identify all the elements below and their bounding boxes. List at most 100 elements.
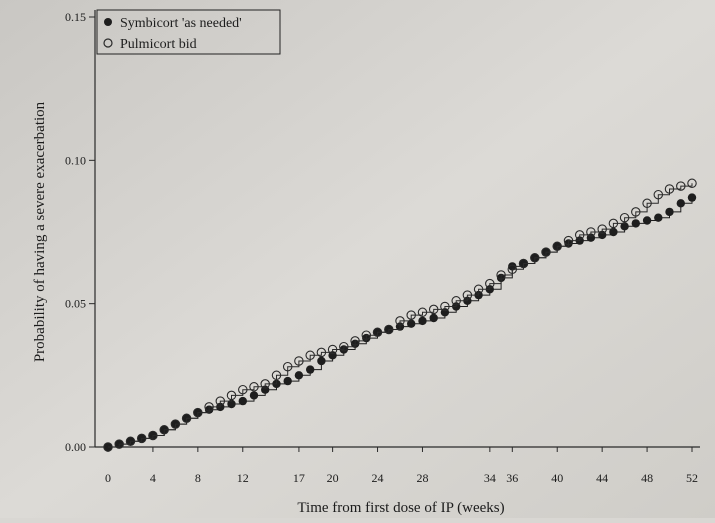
data-point-series-2 (417, 307, 428, 318)
data-point-series-2 (316, 347, 327, 358)
x-tick-label: 4 (150, 471, 156, 485)
data-point-series-1 (418, 316, 427, 326)
data-point-series-2 (664, 184, 675, 194)
y-tick-labels: 0.00 0.05 0.10 0.15 (65, 10, 86, 454)
data-point-series-2 (204, 402, 214, 412)
data-point-series-1 (631, 219, 640, 228)
x-tick-label: 20 (327, 471, 339, 485)
x-tick-label: 17 (293, 471, 305, 485)
data-point-series-1 (283, 376, 292, 386)
legend-label-series-2: Pulmicort bid (120, 37, 197, 52)
data-point-series-2 (148, 430, 158, 441)
data-point-series-2 (181, 413, 192, 424)
legend-marker-filled-circle (104, 18, 112, 26)
data-point-series-2 (406, 310, 416, 320)
data-point-series-1 (249, 391, 259, 400)
data-point-series-2 (586, 227, 596, 237)
series-layer (103, 178, 697, 452)
data-point-series-2 (226, 390, 237, 401)
data-point-series-2 (530, 253, 540, 263)
y-tick-label: 0.15 (65, 10, 86, 24)
data-point-series-2 (608, 218, 619, 229)
x-tick-label: 8 (195, 471, 201, 485)
data-point-series-2 (103, 442, 113, 452)
data-point-series-2 (676, 181, 686, 191)
data-point-series-2 (541, 247, 551, 257)
data-point-series-2 (574, 230, 585, 240)
data-point-series-2 (485, 278, 495, 289)
x-axis-label: Time from first dose of IP (weeks) (297, 500, 504, 516)
axes (94, 10, 700, 448)
data-point-series-2 (249, 382, 259, 392)
data-point-series-2 (642, 198, 652, 209)
data-point-series-2 (361, 330, 372, 340)
data-point-series-1 (508, 262, 517, 271)
data-point-series-2 (305, 350, 315, 361)
data-point-series-2 (238, 384, 248, 395)
data-point-series-2 (395, 316, 405, 326)
legend-marker-open-circle (103, 38, 113, 48)
data-point-series-2 (462, 290, 473, 300)
data-point-series-1 (429, 313, 438, 323)
x-tick-label: 44 (596, 471, 608, 485)
legend-box (96, 9, 281, 55)
data-point-series-2 (260, 379, 270, 389)
legend: Symbicort 'as needed' Pulmicort bid (96, 9, 281, 55)
data-point-series-2 (282, 361, 293, 372)
data-point-series-2 (170, 419, 181, 429)
data-point-series-2 (631, 207, 641, 217)
x-tick-label: 12 (237, 471, 249, 485)
x-tick-label: 40 (551, 471, 563, 485)
legend-label-series-1: Symbicort 'as needed' (120, 16, 242, 31)
x-tick-label: 48 (641, 471, 653, 485)
data-point-series-1 (306, 365, 315, 374)
data-point-series-1 (654, 213, 663, 222)
data-point-series-2 (473, 284, 484, 295)
data-point-series-2 (372, 327, 383, 338)
y-axis-label: Probability of having a severe exacerbat… (32, 101, 48, 362)
data-point-series-1 (317, 356, 326, 366)
y-tick-label: 0.00 (65, 440, 86, 454)
data-point-series-1 (620, 222, 629, 231)
tick-marks (89, 16, 693, 452)
data-point-series-1 (642, 216, 652, 225)
data-point-series-1 (609, 227, 618, 237)
data-point-series-2 (215, 396, 226, 406)
data-point-series-1 (238, 396, 247, 406)
x-tick-labels: 0 4 8 12 17 20 24 28 34 36 40 44 48 52 (105, 471, 698, 485)
x-tick-label: 34 (484, 471, 496, 485)
data-point-series-2 (563, 235, 574, 246)
data-point-series-1 (687, 193, 697, 202)
data-point-series-1 (407, 319, 416, 328)
data-point-series-2 (294, 356, 304, 366)
x-tick-label: 52 (686, 471, 698, 485)
data-point-series-2 (440, 301, 450, 312)
data-point-series-2 (597, 224, 607, 234)
data-point-series-1 (294, 371, 304, 380)
data-point-series-2 (136, 433, 147, 444)
data-point-series-2 (518, 258, 529, 269)
data-point-series-1 (676, 199, 685, 208)
data-point-series-2 (552, 241, 562, 252)
data-point-series-2 (687, 178, 697, 189)
data-point-series-2 (451, 296, 461, 306)
data-point-series-2 (507, 264, 518, 275)
data-point-series-1 (227, 399, 236, 409)
data-point-series-2 (125, 436, 136, 447)
x-tick-label: 0 (105, 471, 111, 485)
data-point-series-2 (193, 407, 203, 418)
x-tick-label: 24 (372, 471, 384, 485)
x-tick-label: 36 (506, 471, 518, 485)
y-tick-label: 0.05 (65, 297, 86, 311)
data-point-series-1 (665, 207, 674, 217)
data-point-series-2 (653, 189, 664, 200)
data-point-series-2 (384, 324, 394, 335)
y-tick-label: 0.10 (65, 153, 86, 167)
data-point-series-2 (619, 212, 630, 223)
x-tick-label: 28 (416, 471, 428, 485)
data-point-series-2 (271, 370, 282, 381)
data-point-series-2 (327, 344, 338, 355)
